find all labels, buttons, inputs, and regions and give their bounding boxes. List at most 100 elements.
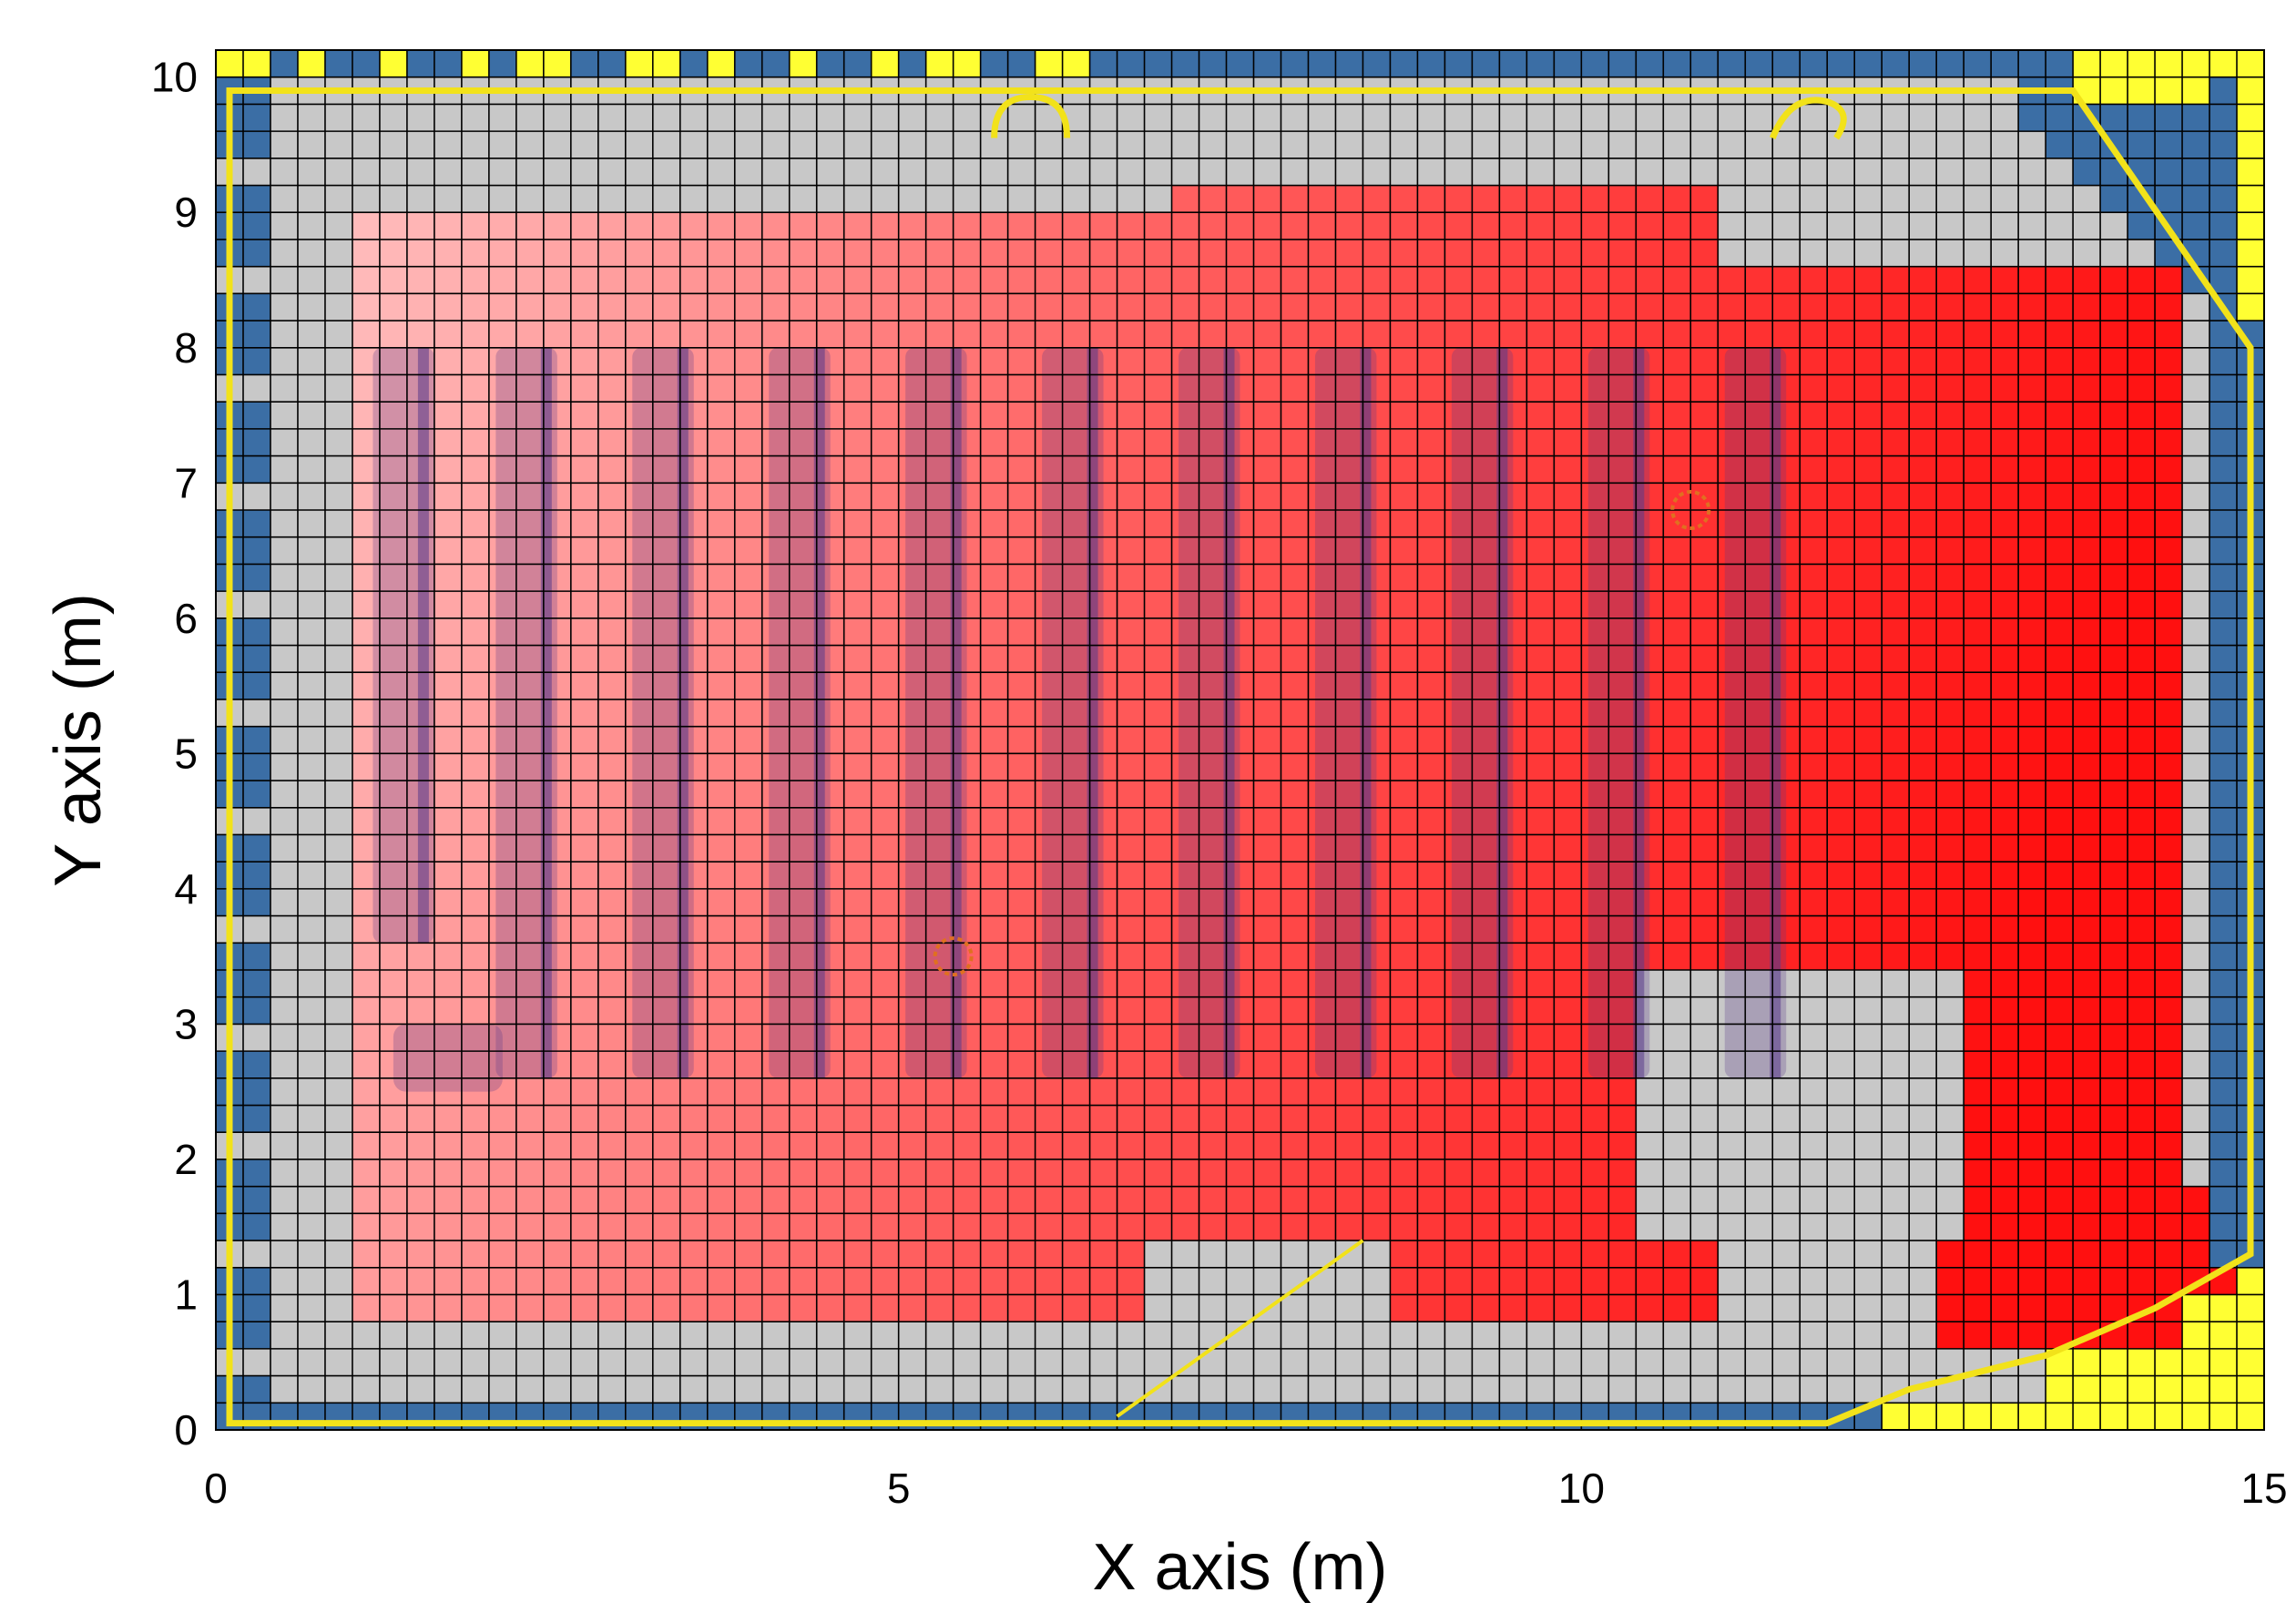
grid-cell (1281, 834, 1309, 863)
grid-cell (1472, 1213, 1500, 1241)
grid-cell (898, 1024, 927, 1052)
grid-cell (1226, 1213, 1254, 1241)
grid-cell (843, 996, 872, 1025)
grid-cell (1991, 455, 2019, 484)
grid-cell (1663, 104, 1691, 132)
grid-cell (1062, 564, 1091, 592)
grid-cell (2237, 1267, 2265, 1295)
grid-cell (1964, 726, 1992, 754)
grid-cell (871, 618, 900, 647)
grid-cell (2182, 1077, 2210, 1107)
grid-cell (1526, 1322, 1555, 1350)
grid-cell (2018, 50, 2046, 78)
grid-cell (2128, 212, 2156, 240)
grid-cell (1882, 618, 1910, 647)
grid-cell (2182, 1322, 2210, 1350)
grid-cell (1663, 1267, 1691, 1295)
grid-cell (1499, 212, 1527, 240)
grid-cell (789, 781, 818, 809)
grid-cell (1526, 158, 1555, 187)
grid-cell (434, 726, 463, 754)
grid-cell (1608, 1051, 1637, 1079)
grid-cell (1964, 1375, 1992, 1404)
grid-cell (871, 834, 900, 863)
grid-cell (1089, 293, 1118, 322)
grid-cell (2155, 862, 2183, 890)
grid-cell (1335, 1051, 1363, 1079)
grid-cell (1608, 455, 1637, 484)
grid-cell (2128, 781, 2156, 809)
grid-cell (1035, 834, 1064, 863)
grid-cell (1007, 1186, 1036, 1214)
grid-cell (1035, 1348, 1064, 1377)
grid-cell (1964, 402, 1992, 430)
grid-cell (1144, 996, 1173, 1025)
grid-cell (1718, 862, 1746, 890)
grid-cell (1854, 104, 1883, 132)
grid-cell (570, 888, 599, 917)
grid-cell (406, 131, 435, 159)
grid-cell (242, 158, 271, 187)
grid-cell (734, 239, 763, 268)
grid-cell (1526, 1024, 1555, 1052)
grid-cell (1936, 536, 1964, 565)
grid-cell (1335, 402, 1363, 430)
grid-cell (1062, 1240, 1091, 1269)
grid-cell (1827, 970, 1855, 998)
grid-cell (871, 1240, 900, 1269)
y-tick-label: 4 (174, 865, 198, 913)
grid-cell (1854, 1267, 1883, 1295)
grid-cell (1253, 428, 1281, 457)
grid-cell (925, 50, 954, 78)
grid-cell (761, 50, 791, 78)
grid-cell (789, 645, 818, 673)
grid-cell (1035, 239, 1064, 268)
grid-cell (1308, 645, 1336, 673)
grid-cell (1745, 347, 1773, 375)
grid-cell (324, 455, 353, 484)
grid-cell (352, 645, 381, 673)
grid-cell (679, 1132, 709, 1160)
grid-cell (324, 672, 353, 700)
grid-cell (1909, 158, 1937, 187)
grid-cell (1936, 807, 1964, 835)
grid-cell (2128, 1322, 2156, 1350)
grid-cell (2155, 455, 2183, 484)
grid-cell (1745, 888, 1773, 917)
grid-cell (461, 1294, 490, 1322)
grid-cell (597, 1186, 627, 1214)
grid-cell (1526, 834, 1555, 863)
grid-cell (1253, 618, 1281, 647)
grid-cell (1854, 591, 1883, 619)
grid-cell (1581, 1186, 1609, 1214)
grid-cell (324, 645, 353, 673)
grid-cell (1226, 1159, 1254, 1188)
grid-cell (2182, 672, 2210, 700)
grid-cell (1281, 455, 1309, 484)
grid-cell (871, 726, 900, 754)
grid-cell (1718, 536, 1746, 565)
grid-cell (1718, 1375, 1746, 1404)
grid-cell (1526, 510, 1555, 538)
grid-cell (1718, 131, 1746, 159)
grid-cell (1171, 1322, 1200, 1350)
grid-cell (488, 834, 517, 863)
grid-cell (789, 293, 818, 322)
grid-cell (570, 996, 599, 1025)
grid-cell (953, 266, 982, 294)
grid-cell (1171, 591, 1200, 619)
grid-cell (1390, 212, 1418, 240)
grid-cell (707, 915, 736, 944)
grid-cell (1554, 618, 1582, 647)
grid-cell (1144, 1240, 1173, 1269)
grid-cell (2046, 1105, 2074, 1133)
grid-cell (980, 1240, 1009, 1269)
grid-cell (1007, 1051, 1036, 1079)
grid-cell (871, 428, 900, 457)
grid-cell (2209, 185, 2238, 213)
grid-cell (379, 1186, 408, 1214)
grid-cell (1390, 428, 1418, 457)
grid-cell (1882, 699, 1910, 728)
grid-cell (2073, 1186, 2101, 1214)
grid-cell (1199, 185, 1228, 213)
